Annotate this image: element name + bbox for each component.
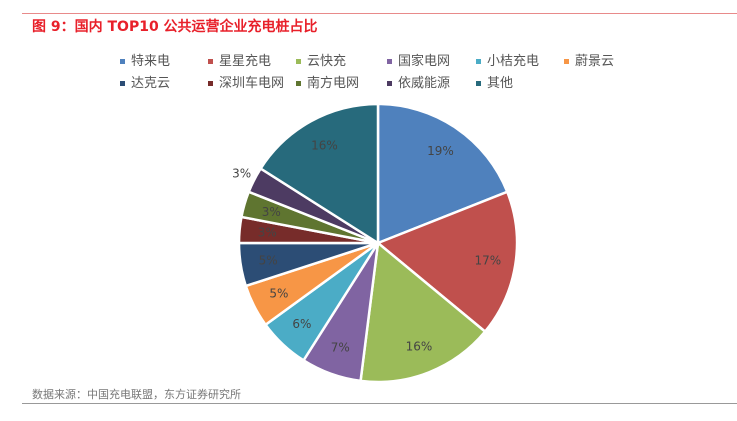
source-note: 数据来源：中国充电联盟，东方证券研究所	[32, 388, 241, 401]
top-divider	[22, 13, 737, 14]
legend-swatch	[208, 81, 213, 86]
legend-item: 云快充	[296, 50, 346, 69]
bottom-divider	[22, 403, 737, 404]
pie-slice	[375, 190, 519, 334]
pie-slice	[359, 240, 487, 384]
legend-item: 深圳车电网	[208, 72, 284, 91]
legend-item: 小桔充电	[476, 50, 539, 69]
legend-swatch	[296, 81, 301, 86]
legend-label: 特来电	[131, 54, 171, 69]
data-label: 3%	[232, 167, 251, 181]
data-label: 3%	[262, 205, 281, 219]
legend-item: 南方电网	[296, 72, 359, 91]
figure-title: 图 9：国内 TOP10 公共运营企业充电桩占比	[32, 19, 318, 35]
legend-item: 国家电网	[387, 50, 450, 69]
legend-swatch	[476, 81, 481, 86]
legend-label: 深圳车电网	[219, 76, 285, 91]
legend-swatch	[387, 59, 392, 64]
legend-label: 星星充电	[219, 54, 272, 69]
legend-item: 达克云	[120, 72, 170, 91]
legend-label: 达克云	[131, 76, 171, 91]
legend-label: 小桔充电	[487, 54, 540, 69]
legend-swatch	[564, 59, 569, 64]
legend-label: 蔚景云	[575, 54, 615, 69]
data-label: 16%	[311, 139, 338, 153]
legend-label: 云快充	[307, 54, 347, 69]
legend-item: 特来电	[120, 50, 170, 69]
legend-label: 南方电网	[307, 76, 360, 91]
legend-item: 其他	[476, 72, 513, 91]
pie-slice	[258, 102, 380, 246]
legend-swatch	[208, 59, 213, 64]
data-label: 7%	[331, 341, 350, 355]
legend-swatch	[120, 59, 125, 64]
data-label: 3%	[258, 226, 277, 240]
legend-item: 蔚景云	[564, 50, 614, 69]
data-label: 5%	[269, 286, 288, 300]
legend-swatch	[120, 81, 125, 86]
data-label: 19%	[427, 144, 454, 158]
legend-label: 其他	[487, 76, 514, 91]
legend-swatch	[296, 59, 301, 64]
legend-label: 国家电网	[398, 54, 451, 69]
legend-label: 依威能源	[398, 76, 451, 91]
data-label: 17%	[474, 253, 501, 267]
legend-swatch	[476, 59, 481, 64]
data-label: 6%	[292, 317, 311, 331]
legend-swatch	[387, 81, 392, 86]
data-label: 5%	[259, 253, 278, 267]
pie-slice	[376, 102, 509, 245]
legend-item: 依威能源	[387, 72, 450, 91]
legend-item: 星星充电	[208, 50, 271, 69]
data-label: 16%	[406, 339, 433, 353]
